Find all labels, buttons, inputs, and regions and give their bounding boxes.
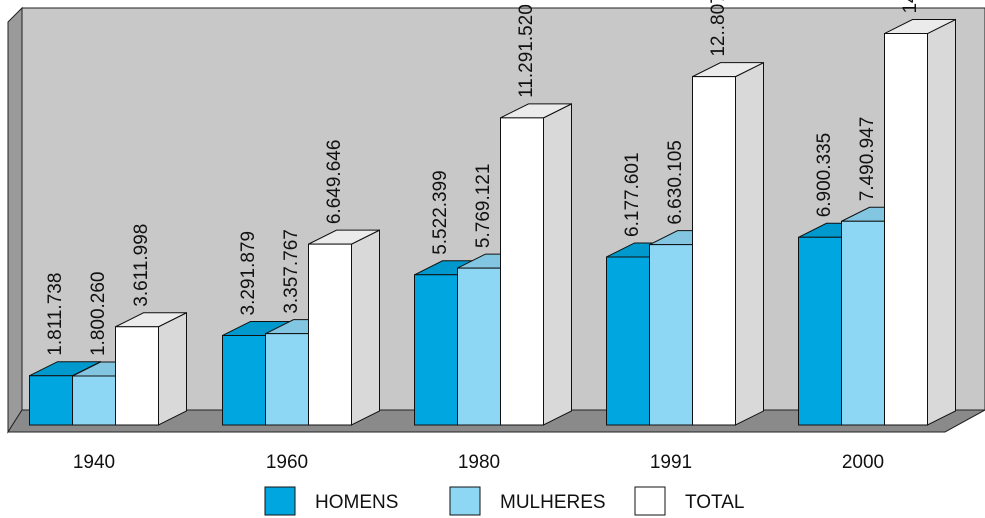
x-tick-label: 2000 bbox=[842, 452, 884, 473]
legend-swatch bbox=[449, 486, 481, 516]
legend-label: TOTAL bbox=[685, 492, 744, 513]
legend-label: HOMENS bbox=[315, 492, 398, 513]
value-label: 3.291.879 bbox=[238, 231, 259, 316]
bar-face bbox=[115, 326, 159, 426]
bar bbox=[884, 18, 956, 426]
value-label: 12..807.706 bbox=[708, 0, 729, 57]
bar-face bbox=[351, 229, 380, 426]
legend-swatch bbox=[264, 486, 296, 516]
bar-face bbox=[798, 236, 842, 426]
value-label: 11.291.520 bbox=[516, 4, 537, 98]
value-label: 3.357.767 bbox=[281, 229, 302, 314]
value-label: 1.811.738 bbox=[45, 273, 66, 356]
value-label: 6.900.335 bbox=[814, 133, 835, 218]
bar-face bbox=[222, 334, 266, 426]
bar-face bbox=[308, 243, 352, 426]
bar-face bbox=[500, 117, 544, 426]
bar-face bbox=[649, 244, 693, 426]
bar-face bbox=[72, 375, 116, 426]
bar bbox=[308, 229, 380, 426]
bar-face bbox=[414, 274, 458, 426]
value-label: 6.630.105 bbox=[665, 140, 686, 225]
value-label: 6.649.646 bbox=[324, 140, 345, 225]
bar-face bbox=[158, 311, 187, 426]
value-label: 5.769.121 bbox=[473, 164, 494, 249]
value-label: 3.611.998 bbox=[131, 224, 152, 307]
value-label: 14.391.282 bbox=[900, 0, 921, 14]
value-label: 7.490.947 bbox=[857, 117, 878, 202]
bar-face bbox=[29, 375, 73, 426]
bar-face bbox=[692, 76, 736, 426]
x-tick-label: 1991 bbox=[650, 452, 692, 473]
legend-swatch bbox=[634, 486, 666, 516]
bar-face bbox=[735, 61, 764, 426]
x-tick-label: 1980 bbox=[458, 452, 500, 473]
bar bbox=[500, 103, 572, 426]
bar bbox=[692, 61, 764, 426]
value-label: 6.177.601 bbox=[622, 152, 643, 237]
bar-face bbox=[927, 18, 956, 426]
value-label: 1.800.260 bbox=[88, 272, 109, 357]
legend-label: MULHERES bbox=[500, 492, 606, 513]
bar-face bbox=[841, 220, 885, 426]
bar-face bbox=[606, 256, 650, 426]
value-label: 5.522.399 bbox=[430, 170, 451, 255]
x-tick-label: 1960 bbox=[266, 452, 308, 473]
bar-face bbox=[457, 267, 501, 426]
bar bbox=[115, 311, 187, 426]
bar-face bbox=[265, 333, 309, 426]
bar-face bbox=[543, 103, 572, 426]
bar-face bbox=[884, 33, 928, 426]
x-tick-label: 1940 bbox=[73, 452, 115, 473]
side-wall bbox=[7, 6, 23, 434]
